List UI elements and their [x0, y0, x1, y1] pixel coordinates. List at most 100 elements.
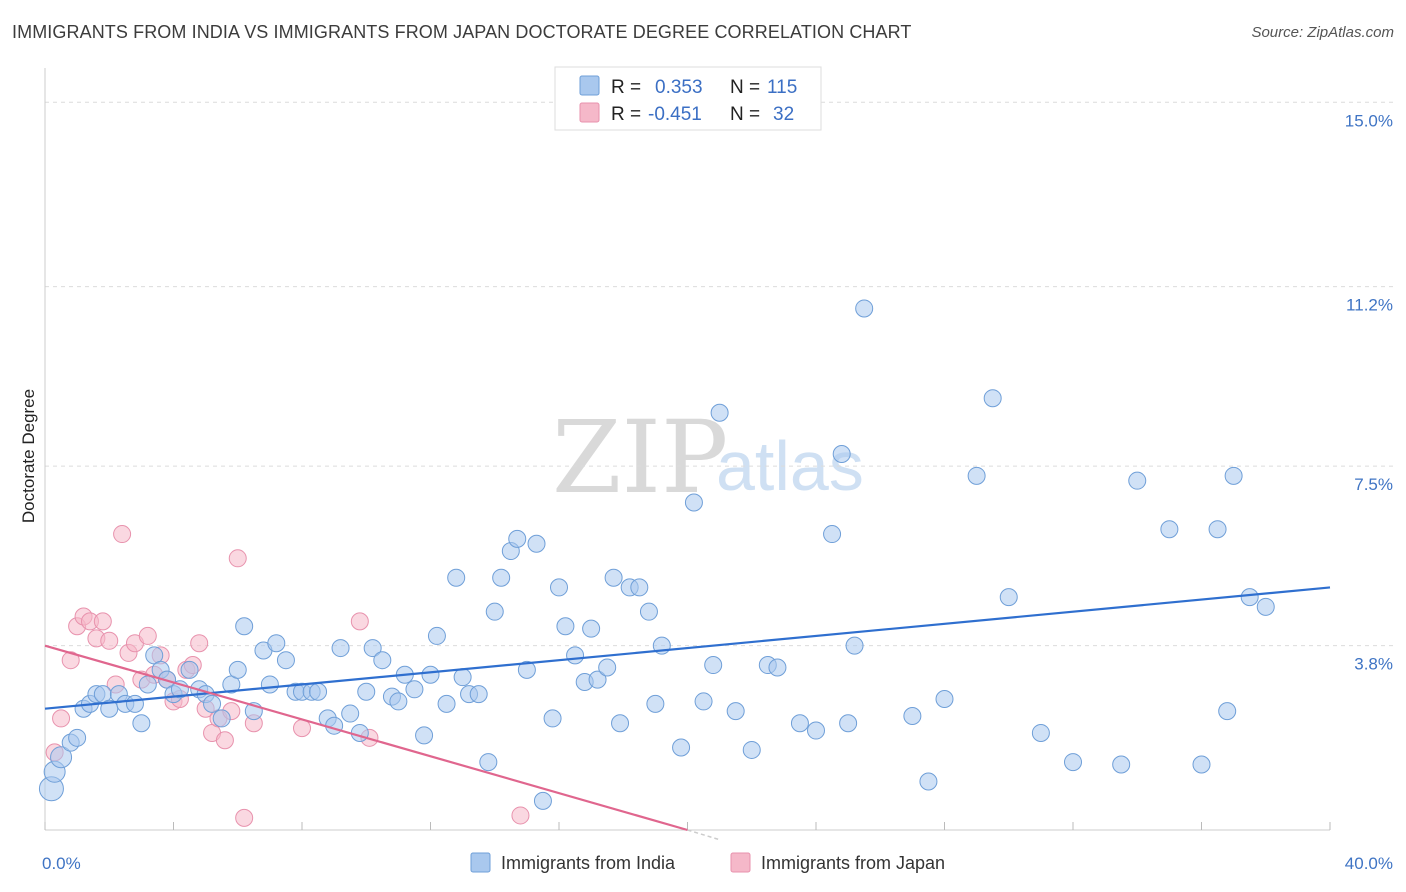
legend-japan-n-value: 32 [773, 104, 794, 125]
india-point [350, 723, 369, 742]
india-point [427, 626, 446, 645]
india-point [598, 658, 617, 677]
india-point [646, 694, 665, 713]
gridlines [45, 101, 1395, 647]
india-point [267, 634, 286, 653]
india-point [517, 660, 536, 679]
x-tick-label-min: 0.0% [42, 854, 81, 873]
y-tick-label: 11.2% [1346, 296, 1393, 315]
legend-india-r-label: R = [611, 77, 641, 98]
legend-japan-swatch [579, 102, 600, 123]
india-point [855, 299, 874, 318]
india-point [1218, 702, 1237, 721]
legend-india-swatch [579, 75, 600, 96]
y-tick-label: 15.0% [1345, 111, 1393, 130]
india-point [260, 675, 279, 694]
legend-india-n-label: N = [730, 77, 760, 98]
india-point [132, 714, 151, 733]
india-point [138, 675, 157, 694]
x-tick-label-max: 40.0% [1345, 854, 1393, 873]
india-point [1128, 471, 1147, 490]
india-point [276, 651, 295, 670]
india-point [125, 694, 144, 713]
india-point [543, 709, 562, 728]
india-point [527, 534, 546, 553]
india-point [1160, 520, 1179, 539]
india-point [469, 685, 488, 704]
legend-india-n-value: 115 [767, 77, 797, 98]
bottom-legend-japan-swatch [730, 852, 751, 873]
india-point [588, 670, 607, 689]
india-point [437, 694, 456, 713]
india-point [415, 726, 434, 745]
japan-point [100, 631, 119, 650]
india-point [1192, 755, 1211, 774]
india-point [556, 617, 575, 636]
india-point [903, 706, 922, 725]
india-point [672, 738, 691, 757]
india-point [533, 791, 552, 810]
india-point [967, 466, 986, 485]
india-point [421, 665, 440, 684]
india-point [228, 660, 247, 679]
india-point [839, 714, 858, 733]
japan-point [235, 808, 254, 827]
india-point [919, 772, 938, 791]
legend-japan-r-value: -0.451 [648, 104, 702, 125]
y-tick-label: 3.8% [1354, 655, 1393, 674]
india-point [50, 746, 73, 769]
india-point [453, 668, 472, 687]
india-point [357, 682, 376, 701]
india-point [180, 660, 199, 679]
india-point [235, 617, 254, 636]
bottom-legend-india-swatch [470, 852, 491, 873]
india-point [508, 529, 527, 548]
japan-point [228, 549, 247, 568]
japan-point [350, 612, 369, 631]
japan-point [52, 709, 71, 728]
chart-title: IMMIGRANTS FROM INDIA VS IMMIGRANTS FROM… [12, 22, 912, 42]
india-point [212, 709, 231, 728]
india-point [325, 716, 344, 735]
y-axis-label: Doctorate Degree [19, 389, 38, 523]
india-point [983, 389, 1002, 408]
japan-point [511, 806, 530, 825]
india-point [405, 680, 424, 699]
india-point [742, 740, 761, 759]
india-point [331, 639, 350, 658]
india-point [710, 403, 729, 422]
bottom-legend-india-label: Immigrants from India [501, 853, 676, 873]
bottom-legend-japan-label: Immigrants from Japan [761, 853, 945, 873]
japan-point [215, 731, 234, 750]
correlation-legend: R = 0.353 N = 115 R = -0.451 N = 32 [554, 66, 822, 131]
india-point [492, 568, 511, 587]
japan-trend-line [44, 644, 688, 832]
india-point [704, 656, 723, 675]
legend-japan-r-label: R = [611, 104, 641, 125]
india-point [485, 602, 504, 621]
india-point [639, 602, 658, 621]
india-point [341, 704, 360, 723]
india-point [582, 619, 601, 638]
india-point [363, 639, 382, 658]
india-point [726, 702, 745, 721]
india-point [1256, 597, 1275, 616]
india-point [768, 658, 787, 677]
series-legend: Immigrants from India Immigrants from Ja… [470, 852, 945, 873]
india-point [1064, 753, 1082, 772]
japan-point [113, 525, 132, 544]
y-tick-label: 7.5% [1354, 475, 1393, 494]
legend-india-r-value: 0.353 [655, 77, 703, 98]
india-point [1240, 588, 1259, 607]
japan-trend-extension [687, 829, 720, 841]
x-tick-labels: 0.0% 40.0% [42, 854, 1393, 873]
india-point [373, 651, 392, 670]
india-point [611, 714, 630, 733]
india-point [935, 690, 954, 709]
india-point [684, 493, 703, 512]
india-trend-line [44, 586, 1331, 710]
india-point [1031, 723, 1050, 742]
japan-point [190, 634, 209, 653]
india-point [389, 692, 408, 711]
